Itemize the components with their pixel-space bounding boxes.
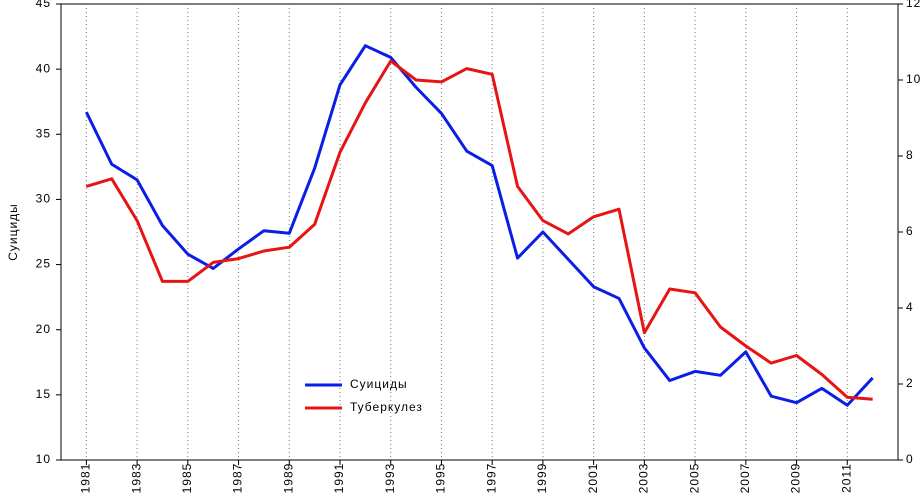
y-tick-label: 40 bbox=[36, 61, 51, 75]
legend-label: Суициды bbox=[350, 377, 408, 391]
y-tick-label: 15 bbox=[36, 387, 51, 401]
x-tick-label: 2001 bbox=[586, 463, 600, 494]
y-tick-label: 35 bbox=[36, 126, 51, 140]
x-tick-label: 1997 bbox=[484, 463, 498, 494]
x-tick-label: 2009 bbox=[789, 463, 803, 494]
y2-tick-label: 4 bbox=[906, 300, 914, 314]
legend-label: Туберкулез bbox=[350, 400, 423, 414]
y2-tick-label: 8 bbox=[906, 148, 914, 162]
y-tick-label: 30 bbox=[36, 192, 51, 206]
y-tick-label: 45 bbox=[36, 0, 51, 10]
y-axis-label: Суициды bbox=[6, 203, 20, 261]
x-tick-label: 1981 bbox=[79, 463, 93, 494]
x-tick-label: 1993 bbox=[383, 463, 397, 494]
series-line bbox=[85, 44, 874, 407]
y-tick-label: 20 bbox=[36, 322, 51, 336]
x-tick-label: 2005 bbox=[687, 463, 701, 494]
y2-tick-label: 6 bbox=[906, 224, 914, 238]
x-tick-label: 1991 bbox=[332, 463, 346, 494]
x-tick-label: 1995 bbox=[434, 463, 448, 494]
x-tick-label: 1987 bbox=[231, 463, 245, 494]
y-tick-label: 10 bbox=[36, 452, 51, 466]
x-tick-label: 2011 bbox=[839, 463, 853, 493]
y2-tick-label: 0 bbox=[906, 452, 914, 466]
y-tick-label: 25 bbox=[36, 257, 51, 271]
x-tick-label: 2003 bbox=[637, 463, 651, 494]
x-tick-label: 1983 bbox=[129, 463, 143, 494]
x-tick-label: 1989 bbox=[281, 463, 295, 494]
series-line bbox=[85, 59, 873, 401]
y2-tick-label: 12 bbox=[906, 0, 921, 10]
x-tick-label: 1999 bbox=[535, 463, 549, 494]
x-tick-label: 1985 bbox=[180, 463, 194, 494]
y2-tick-label: 10 bbox=[906, 72, 921, 86]
y2-tick-label: 2 bbox=[906, 376, 914, 390]
x-tick-label: 2007 bbox=[738, 463, 752, 494]
